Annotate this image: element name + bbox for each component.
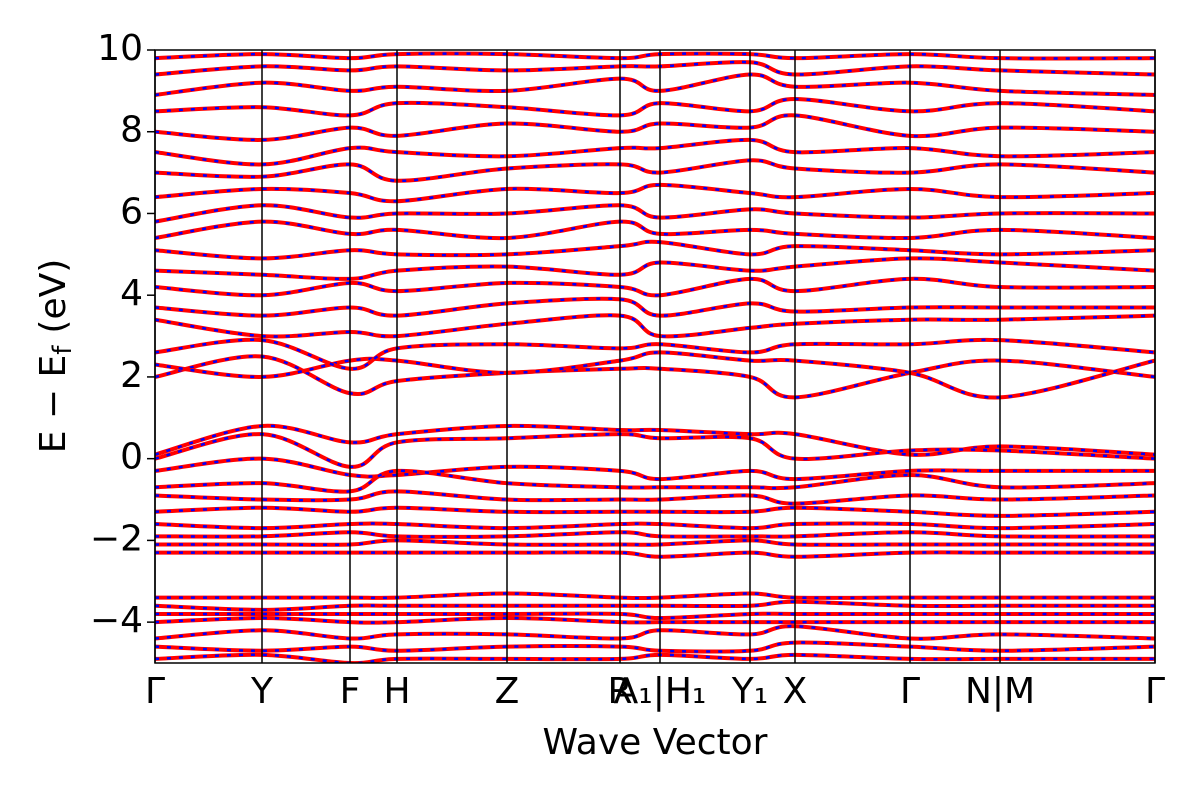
y-tick-label: −2 xyxy=(90,518,143,559)
y-tick-label: 4 xyxy=(120,273,143,314)
band-spin-down xyxy=(155,297,1155,317)
x-tick-label: R xyxy=(607,671,632,712)
band-spin-down xyxy=(155,530,1155,539)
y-tick-label: −4 xyxy=(90,600,143,641)
band-spin-up xyxy=(155,203,1155,224)
band-spin-down xyxy=(155,616,1155,624)
x-tick-label: Γ xyxy=(1145,671,1165,712)
band-spin-up xyxy=(155,113,1155,142)
band-spin-up xyxy=(155,550,1155,559)
band-spin-up xyxy=(155,313,1155,339)
band-spin-down xyxy=(155,612,1155,620)
band-spin-down xyxy=(155,432,1155,469)
band-spin-down xyxy=(155,277,1155,297)
band-spin-down xyxy=(155,220,1155,240)
y-tick-label: 0 xyxy=(120,437,143,478)
band-spin-down xyxy=(155,522,1155,530)
band-spin-down xyxy=(155,159,1155,183)
band-spin-up xyxy=(155,624,1155,641)
band-spin-up xyxy=(155,97,1155,118)
y-tick-label: 8 xyxy=(120,110,143,151)
band-spin-down xyxy=(155,138,1155,166)
band-spin-down xyxy=(155,641,1155,653)
y-tick-label: 2 xyxy=(120,355,143,396)
band-spin-down xyxy=(155,204,1155,223)
band-spin-up xyxy=(155,51,1155,61)
band-spin-up xyxy=(155,599,1155,612)
x-tick-label: A₁|H₁ xyxy=(614,671,707,712)
band-spin-down xyxy=(155,469,1155,493)
band-spin-down xyxy=(155,52,1155,60)
band-spin-down xyxy=(155,592,1155,600)
x-tick-label: Z xyxy=(495,671,520,712)
band-spin-up xyxy=(155,489,1155,506)
y-axis-label-unit: (eV) xyxy=(33,259,74,334)
band-spin-up xyxy=(155,530,1155,539)
band-spin-down xyxy=(155,314,1155,338)
x-tick-label: F xyxy=(340,671,361,712)
band-spin-up xyxy=(155,521,1155,531)
band-spin-up xyxy=(155,219,1155,241)
y-axis-label-main: E − E xyxy=(33,355,74,454)
band-spin-up xyxy=(155,137,1155,167)
band-spin-down xyxy=(155,600,1155,612)
y-axis-label: E − Ef (eV) xyxy=(33,259,78,454)
band-spin-up xyxy=(155,591,1155,601)
x-tick-label: Y₁ xyxy=(731,671,768,712)
band-spin-down xyxy=(155,653,1155,663)
band-spin-up xyxy=(155,182,1155,204)
band-spin-down xyxy=(155,73,1155,97)
band-spin-down xyxy=(155,424,1155,457)
band-spin-down xyxy=(155,624,1155,640)
band-spin-down xyxy=(155,457,1155,481)
band-spin-up xyxy=(155,354,1155,400)
band-spin-down xyxy=(155,257,1155,281)
band-spin-down xyxy=(155,539,1155,547)
x-tick-label: Γ xyxy=(145,671,165,712)
band-spin-up xyxy=(155,337,1155,371)
x-tick-label: H xyxy=(383,671,410,712)
band-spin-up xyxy=(155,60,1155,77)
band-spin-up xyxy=(155,652,1155,663)
band-spin-down xyxy=(155,60,1155,76)
x-tick-label: X xyxy=(783,671,808,712)
x-tick-label: Y xyxy=(250,671,274,712)
band-spin-down xyxy=(155,183,1155,203)
band-spin-down xyxy=(155,240,1155,260)
band-spin-down xyxy=(155,490,1155,505)
band-spin-up xyxy=(155,538,1155,547)
band-spin-down xyxy=(155,351,1155,399)
y-tick-label: 10 xyxy=(97,28,143,69)
band-spin-down xyxy=(155,551,1155,558)
band-spin-up xyxy=(155,505,1155,518)
band-spin-up xyxy=(155,456,1155,482)
x-tick-label: Γ xyxy=(900,671,920,712)
plot-frame xyxy=(154,49,1156,664)
band-spin-up xyxy=(155,296,1155,318)
band-spin-up xyxy=(155,611,1155,621)
x-tick-label: N|M xyxy=(965,671,1035,712)
band-spin-up xyxy=(155,158,1155,183)
band-spin-up xyxy=(155,239,1155,261)
band-spin-down xyxy=(155,506,1155,518)
band-spin-up xyxy=(155,256,1155,281)
y-axis-label-subscript: f xyxy=(48,345,78,355)
band-spin-down xyxy=(155,97,1155,117)
y-tick-label: 6 xyxy=(120,191,143,232)
band-spin-up xyxy=(155,276,1155,298)
x-axis-label: Wave Vector xyxy=(543,722,768,763)
band-spin-down xyxy=(155,114,1155,142)
bands xyxy=(155,51,1155,663)
